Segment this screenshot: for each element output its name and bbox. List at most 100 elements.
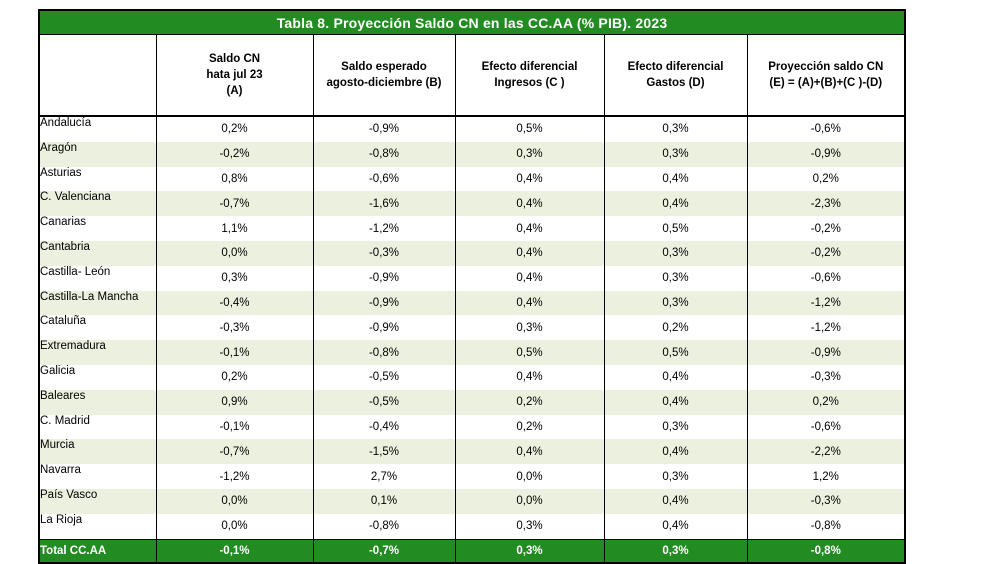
table-cell: 0,4% (603, 191, 747, 217)
table-cell: 0,9% (155, 389, 313, 415)
table-cell: 0,3% (454, 513, 604, 540)
table-row: Andalucía 0,2% -0,9% 0,5% 0,3% -0,6% (38, 116, 907, 142)
table-row: C. Madrid -0,1% -0,4% 0,2% 0,3% -0,6% (38, 414, 907, 440)
column-header-efecto-gastos: Efecto diferencial Gastos (D) (603, 34, 748, 117)
table-row: C. Valenciana -0,7% -1,6% 0,4% 0,4% -2,3% (38, 191, 907, 217)
table-row: Canarias 1,1% -1,2% 0,4% 0,5% -0,2% (38, 216, 907, 241)
table-cell: 0,3% (603, 141, 747, 167)
table-cell: 0,4% (454, 216, 604, 241)
table-cell: -0,5% (312, 364, 455, 390)
table-cell: -0,2% (746, 240, 907, 266)
region-name: Cataluña (38, 315, 156, 341)
table-cell: 0,2% (454, 414, 604, 440)
table-cell: -0,8% (312, 340, 455, 365)
region-name: Navarra (38, 464, 156, 489)
table-cell: -1,5% (312, 439, 455, 465)
table-cell: 0,4% (454, 290, 604, 316)
table-cell: 0,4% (603, 389, 747, 415)
table-cell: -0,9% (746, 141, 907, 167)
projection-table: Tabla 8. Proyección Saldo CN en las CC.A… (37, 9, 907, 564)
table-cell: -0,1% (155, 414, 313, 440)
table-cell: 0,3% (603, 240, 747, 266)
table-cell: -1,2% (155, 464, 313, 489)
table-cell: -2,2% (746, 439, 907, 465)
table-cell: -0,6% (312, 166, 455, 192)
table-title: Tabla 8. Proyección Saldo CN en las CC.A… (37, 9, 907, 35)
table-row: La Rioja 0,0% -0,8% 0,3% 0,4% -0,8% (38, 513, 907, 540)
table-cell: 0,2% (155, 116, 313, 142)
total-cell: 0,3% (454, 538, 604, 564)
table-cell: 0,0% (454, 464, 604, 489)
region-name: Asturias (38, 166, 156, 192)
table-cell: 0,2% (746, 166, 907, 192)
table-row: Aragón -0,2% -0,8% 0,3% 0,3% -0,9% (38, 141, 907, 167)
column-header-row: Saldo CN hata jul 23 (A) Saldo esperado … (38, 34, 907, 117)
table-row: País Vasco 0,0% 0,1% 0,0% 0,4% -0,3% (38, 488, 907, 514)
total-cell: 0,3% (603, 538, 747, 564)
table-cell: -1,6% (312, 191, 455, 217)
column-header-proyeccion: Proyección saldo CN (E) = (A)+(B)+(C )-(… (746, 34, 907, 117)
table-cell: -0,2% (155, 141, 313, 167)
table-cell: 0,4% (454, 439, 604, 465)
region-name: Andalucía (38, 116, 156, 142)
table-row: Galicia 0,2% -0,5% 0,4% 0,4% -0,3% (38, 364, 907, 390)
table-cell: 0,3% (603, 414, 747, 440)
table-cell: -0,8% (746, 513, 907, 540)
table-cell: 0,3% (603, 265, 747, 291)
region-name: Extremadura (38, 340, 156, 365)
table-cell: 0,2% (454, 389, 604, 415)
table-cell: 0,5% (603, 340, 747, 365)
region-name: Cantabria (38, 240, 156, 266)
table-cell: -1,2% (746, 290, 907, 316)
table-row: Cataluña -0,3% -0,9% 0,3% 0,2% -1,2% (38, 315, 907, 341)
table-cell: -1,2% (312, 216, 455, 241)
table-cell: 0,0% (155, 240, 313, 266)
table-cell: -0,9% (312, 290, 455, 316)
region-name: Aragón (38, 141, 156, 167)
table-cell: 0,4% (454, 265, 604, 291)
table-row: Castilla- León 0,3% -0,9% 0,4% 0,3% -0,6% (38, 265, 907, 291)
table-cell: 0,4% (454, 166, 604, 192)
region-name: Galicia (38, 364, 156, 390)
total-cell: -0,8% (746, 538, 907, 564)
table-cell: 0,3% (155, 265, 313, 291)
table-cell: -0,6% (746, 265, 907, 291)
table-cell: -0,3% (746, 364, 907, 390)
table-cell: -0,3% (746, 488, 907, 514)
table-cell: -0,3% (312, 240, 455, 266)
table-cell: 1,1% (155, 216, 313, 241)
table-cell: 0,4% (603, 488, 747, 514)
table-cell: -0,8% (312, 513, 455, 540)
table-cell: 0,2% (746, 389, 907, 415)
table-row: Baleares 0,9% -0,5% 0,2% 0,4% 0,2% (38, 389, 907, 415)
table-row: Asturias 0,8% -0,6% 0,4% 0,4% 0,2% (38, 166, 907, 192)
table-cell: 0,4% (603, 364, 747, 390)
region-name: C. Valenciana (38, 191, 156, 217)
region-name: Canarias (38, 216, 156, 241)
table-cell: 0,3% (603, 464, 747, 489)
table-cell: 0,4% (603, 166, 747, 192)
table-cell: 0,5% (603, 216, 747, 241)
region-name: Castilla-La Mancha (38, 290, 156, 316)
region-name: Murcia (38, 439, 156, 465)
table-cell: -0,7% (155, 191, 313, 217)
table-cell: 0,2% (603, 315, 747, 341)
table-cell: -0,9% (312, 315, 455, 341)
table-row: Castilla-La Mancha -0,4% -0,9% 0,4% 0,3% -1,2… (38, 290, 907, 316)
region-name: Castilla- León (38, 265, 156, 291)
region-name: C. Madrid (38, 414, 156, 440)
table-row: Cantabria 0,0% -0,3% 0,4% 0,3% -0,2% (38, 240, 907, 266)
table-cell: 0,4% (454, 364, 604, 390)
region-name: La Rioja (38, 513, 156, 540)
column-header-region (38, 34, 157, 117)
table-cell: 0,3% (603, 116, 747, 142)
total-cell: -0,7% (312, 538, 455, 564)
table-cell: 0,0% (155, 488, 313, 514)
region-name: Baleares (38, 389, 156, 415)
table-cell: -1,2% (746, 315, 907, 341)
table-cell: -0,5% (312, 389, 455, 415)
table-cell: 0,0% (454, 488, 604, 514)
total-row: Total CC.AA -0,1% -0,7% 0,3% 0,3% -0,8% (38, 538, 907, 564)
table-cell: -0,7% (155, 439, 313, 465)
table-cell: 0,3% (454, 315, 604, 341)
